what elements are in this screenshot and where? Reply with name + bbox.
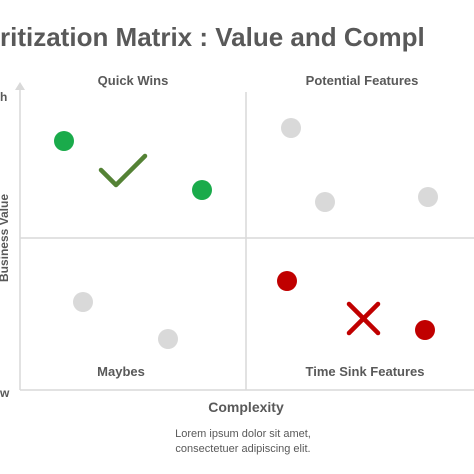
check-icon — [98, 153, 148, 188]
maybe-dot — [73, 292, 93, 312]
note-line: consectetuer adipiscing elit. — [175, 443, 311, 455]
x-axis-label: Complexity — [208, 399, 284, 415]
note-line: Lorem ipsum dolor sit amet, — [175, 428, 311, 440]
potential-feature-dot — [418, 187, 438, 207]
quick-win-dot — [192, 180, 212, 200]
quadrant-label-potential-features: Potential Features — [305, 73, 419, 88]
page-title: ritization Matrix : Value and Compl — [0, 22, 425, 52]
potential-feature-dot — [315, 192, 335, 212]
quadrant-label-maybes: Maybes — [97, 364, 145, 379]
y-axis-high-tick: h — [0, 90, 8, 104]
description-note: Lorem ipsum dolor sit amet, consectetuer… — [113, 427, 373, 457]
maybe-dot — [158, 329, 178, 349]
potential-feature-dot — [281, 118, 301, 138]
cross-icon — [346, 301, 381, 336]
quick-win-dot — [54, 131, 74, 151]
y-axis-low-tick: w — [0, 386, 10, 400]
quadrant-label-quick-wins: Quick Wins — [97, 73, 169, 88]
time-sink-dot — [415, 320, 435, 340]
quadrant-label-time-sink-features: Time Sink Features — [305, 364, 425, 379]
y-axis-label: Business Value — [0, 193, 11, 283]
y-axis-arrow — [15, 82, 25, 90]
time-sink-dot — [277, 271, 297, 291]
